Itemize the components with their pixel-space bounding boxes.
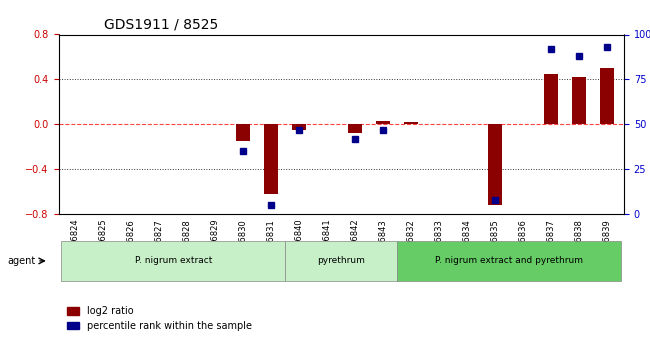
Text: P. nigrum extract and pyrethrum: P. nigrum extract and pyrethrum	[436, 256, 583, 265]
Bar	[572, 77, 586, 124]
Bar	[292, 124, 306, 130]
Text: GDS1911 / 8525: GDS1911 / 8525	[104, 18, 218, 32]
Bar	[265, 124, 278, 194]
Text: P. nigrum extract: P. nigrum extract	[135, 256, 212, 265]
FancyBboxPatch shape	[285, 241, 397, 281]
Bar	[236, 124, 250, 141]
FancyBboxPatch shape	[397, 241, 621, 281]
Text: agent: agent	[8, 256, 36, 266]
Bar	[544, 74, 558, 124]
Bar	[348, 124, 362, 133]
Text: pyrethrum: pyrethrum	[317, 256, 365, 265]
Bar	[404, 122, 418, 124]
FancyBboxPatch shape	[61, 241, 285, 281]
Legend: log2 ratio, percentile rank within the sample: log2 ratio, percentile rank within the s…	[63, 302, 255, 335]
Bar	[376, 121, 390, 124]
Bar	[488, 124, 502, 205]
Bar	[600, 68, 614, 124]
